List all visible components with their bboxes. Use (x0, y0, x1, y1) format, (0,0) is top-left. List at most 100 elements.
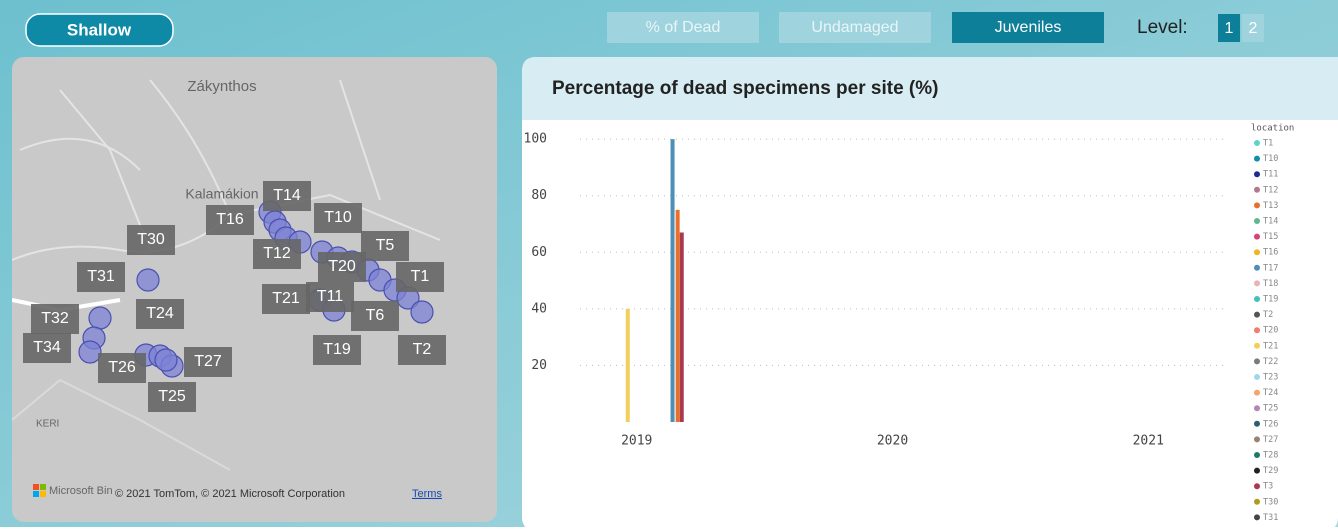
site-label-box (306, 282, 354, 312)
legend-swatch (1254, 436, 1260, 443)
bar (675, 209, 680, 422)
site-label: T21 (272, 290, 300, 307)
y-tick-label: 100 (524, 132, 547, 147)
site-label-box (314, 203, 362, 233)
site-marker[interactable] (136, 268, 160, 292)
legend-swatch (1254, 405, 1260, 412)
map-roads (12, 79, 441, 471)
site-label-box (184, 347, 232, 377)
map-terms[interactable]: Terms (412, 488, 442, 500)
site-label: T31 (87, 268, 115, 285)
tab-button[interactable] (779, 12, 931, 43)
site-label: T5 (376, 237, 395, 254)
legend-swatch (1254, 483, 1260, 490)
site-label-box (351, 301, 399, 331)
level-text[interactable]: 1 (1225, 20, 1234, 37)
site-label-box (262, 284, 310, 314)
site-label-box (398, 335, 446, 365)
tab-button[interactable] (607, 12, 759, 43)
level-text[interactable]: 2 (1249, 20, 1258, 37)
legend-title: location (1251, 124, 1294, 134)
level-label: Level: (1137, 17, 1188, 38)
bing-logo (33, 491, 39, 497)
level-button[interactable] (1242, 14, 1264, 42)
site-marker[interactable] (410, 300, 434, 324)
y-tick-label: 20 (531, 358, 547, 373)
map-content: Zákynthos Kalamákion KERI T14 T16 T10 T12 T5 T30… (23, 78, 453, 501)
x-tick-label: 2019 (621, 434, 652, 449)
legend-label: T3 (1263, 482, 1273, 492)
map-brand: Microsoft Bing (49, 485, 119, 497)
legend-swatch (1254, 358, 1260, 365)
site-marker[interactable] (78, 340, 102, 364)
legend-label: T30 (1263, 497, 1278, 507)
legend-swatch (1254, 498, 1260, 505)
x-tick-label: 2020 (877, 434, 908, 449)
site-label: T26 (108, 359, 136, 376)
site-marker[interactable] (154, 348, 178, 372)
legend-swatch (1254, 233, 1260, 240)
legend-label: T18 (1263, 279, 1278, 289)
level-button[interactable] (1218, 14, 1240, 42)
legend-swatch (1254, 140, 1260, 146)
legend-label: T25 (1263, 404, 1278, 414)
legend-label: T20 (1263, 326, 1278, 336)
legend-label: T2 (1263, 310, 1273, 320)
site-label: T20 (328, 258, 356, 275)
legend-label: T22 (1263, 357, 1278, 367)
place-name: Kalamákion (185, 186, 258, 202)
legend-label: T17 (1263, 263, 1278, 273)
scope-button[interactable] (25, 13, 174, 47)
legend-swatch (1254, 186, 1260, 193)
legend-label: T14 (1263, 217, 1278, 227)
legend-swatch (1254, 155, 1260, 162)
legend-swatch (1254, 327, 1260, 334)
site-label: T24 (146, 305, 174, 322)
scope-label[interactable]: Shallow (67, 20, 132, 39)
site-label-box (313, 335, 361, 365)
site-label: T6 (366, 307, 385, 324)
attribution-bg (113, 483, 453, 501)
site-label: T19 (323, 341, 351, 358)
tab-button[interactable] (952, 12, 1104, 43)
legend-label: T31 (1263, 513, 1278, 523)
site-label: T11 (317, 288, 343, 305)
tab-label[interactable]: Undamaged (811, 19, 898, 36)
legend-label: T24 (1263, 388, 1278, 398)
bar (625, 308, 630, 422)
site-label: T27 (194, 353, 222, 370)
legend-label: T12 (1263, 185, 1278, 195)
legend-swatch (1254, 171, 1260, 178)
legend-label: T28 (1263, 451, 1278, 461)
y-tick-label: 80 (531, 188, 547, 203)
site-marker[interactable] (88, 306, 112, 330)
legend-swatch (1254, 389, 1260, 396)
site-label-box (98, 353, 146, 383)
site-label: T16 (216, 211, 244, 228)
bar (670, 139, 675, 422)
chart-panel (522, 57, 1338, 532)
bing-logo (40, 491, 46, 497)
place-name: KERI (36, 419, 59, 430)
chart-title: Percentage of dead specimens per site (%… (552, 78, 938, 99)
legend-label: T16 (1263, 248, 1278, 258)
tab-label[interactable]: % of Dead (646, 19, 721, 36)
place-name: Zákynthos (187, 78, 256, 95)
tab-label[interactable]: Juveniles (995, 19, 1062, 36)
y-tick-label: 40 (531, 301, 547, 316)
legend-label: T21 (1263, 341, 1278, 351)
site-label-box (396, 262, 444, 292)
site-label: T25 (158, 388, 186, 405)
site-label-box (136, 299, 184, 329)
site-label-box (361, 231, 409, 261)
legend-label: T27 (1263, 435, 1278, 445)
site-label-box (263, 181, 311, 211)
legend-label: T11 (1263, 170, 1278, 180)
y-tick-label: 60 (531, 245, 547, 260)
site-label: T1 (411, 268, 430, 285)
legend-swatch (1254, 342, 1260, 349)
bar (679, 232, 684, 422)
legend-swatch (1254, 514, 1260, 521)
bing-logo (33, 484, 39, 490)
